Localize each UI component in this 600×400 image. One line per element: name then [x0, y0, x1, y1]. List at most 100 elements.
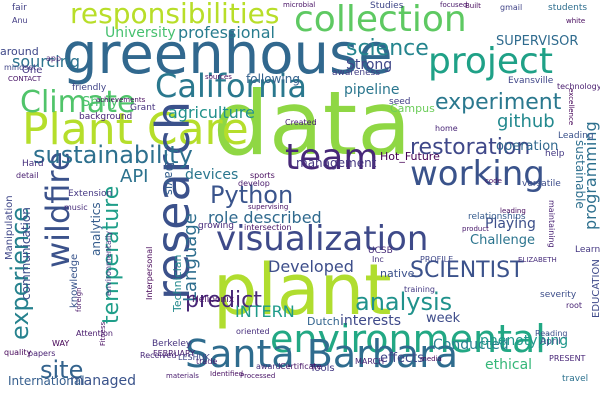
- cloud-word: ethical: [485, 357, 533, 373]
- cloud-word: github: [497, 111, 555, 132]
- cloud-word: Learning: [575, 245, 600, 255]
- cloud-word: PROFILE: [420, 255, 454, 264]
- cloud-word: analytics: [89, 202, 103, 256]
- cloud-word: Attention: [76, 329, 113, 338]
- cloud-word: Extension: [68, 189, 113, 199]
- cloud-word: excellence: [567, 88, 575, 126]
- cloud-word: white: [566, 17, 586, 25]
- cloud-word: sources: [205, 73, 232, 81]
- cloud-word: background: [79, 112, 133, 122]
- cloud-word: Leading: [558, 131, 594, 141]
- cloud-word: technology: [557, 82, 600, 91]
- cloud-word: California: [155, 67, 307, 105]
- cloud-word: Anu: [12, 16, 28, 25]
- cloud-word: SCIENTIST: [410, 258, 524, 283]
- cloud-word: Created: [285, 118, 317, 127]
- cloud-word: app: [46, 54, 62, 63]
- cloud-word: Built: [465, 2, 481, 10]
- cloud-word: operation: [496, 139, 559, 154]
- cloud-word: Python: [210, 181, 294, 209]
- cloud-word: site: [40, 356, 84, 384]
- cloud-word: develop: [238, 179, 270, 188]
- cloud-word: sustainability: [33, 141, 193, 169]
- cloud-word: predict: [185, 288, 262, 313]
- cloud-word: Berkeley: [152, 339, 192, 349]
- cloud-word: role described: [208, 208, 322, 227]
- cloud-word: help: [545, 149, 565, 159]
- cloud-word: Heliponix: [192, 295, 235, 305]
- cloud-word: mindset: [4, 63, 37, 72]
- cloud-word: materials: [166, 372, 199, 380]
- cloud-word: University: [105, 25, 176, 41]
- cloud-word: WAY: [52, 339, 70, 348]
- cloud-word: data: [213, 72, 412, 175]
- cloud-word: environmental: [270, 317, 546, 361]
- cloud-word: students: [548, 3, 588, 13]
- cloud-word: Received: [140, 351, 177, 360]
- cloud-word: following: [246, 72, 300, 86]
- cloud-word: project: [428, 41, 553, 82]
- cloud-word: friendly: [72, 83, 107, 93]
- cloud-word: Hard: [22, 159, 44, 169]
- cloud-word: Grant: [130, 103, 156, 113]
- cloud-word: native: [380, 267, 415, 280]
- cloud-word: trade: [196, 357, 218, 366]
- cloud-word: achievements: [96, 96, 146, 104]
- cloud-word: plant: [213, 249, 392, 331]
- cloud-word: week: [426, 311, 461, 326]
- cloud-word: detail: [16, 171, 39, 180]
- cloud-word: music: [64, 203, 88, 212]
- cloud-word: intersection: [244, 223, 292, 232]
- cloud-word: greenhouse: [62, 22, 393, 87]
- cloud-word: effects: [380, 351, 424, 366]
- cloud-word: interests: [340, 313, 402, 329]
- cloud-word: sports: [250, 171, 275, 180]
- cloud-word: around: [0, 45, 39, 58]
- cloud-word: agriculture: [168, 103, 255, 122]
- cloud-word: One: [22, 65, 43, 76]
- cloud-word: restoration: [410, 135, 531, 160]
- cloud-word: FEBRUARY: [153, 349, 195, 358]
- cloud-word: science: [346, 36, 429, 61]
- cloud-word: fair: [12, 3, 27, 13]
- cloud-word: awareness: [332, 68, 381, 78]
- cloud-word: growing: [198, 221, 234, 231]
- cloud-word: relationships: [468, 212, 526, 222]
- cloud-word: sustainable: [573, 140, 587, 209]
- cloud-word: devices: [185, 167, 239, 183]
- cloud-word: foreign: [75, 287, 83, 312]
- cloud-word: award: [256, 362, 281, 371]
- cloud-word: SUPERVISOR: [496, 34, 579, 49]
- cloud-word: severity: [540, 290, 577, 300]
- cloud-word: Evansville: [508, 76, 554, 86]
- cloud-word: Dutch: [307, 315, 340, 328]
- cloud-word: Campus: [390, 102, 435, 115]
- cloud-word: travel: [562, 374, 589, 384]
- cloud-word: managed: [70, 373, 137, 389]
- cloud-word: INTERN: [235, 302, 295, 321]
- cloud-word: Technician: [171, 254, 184, 312]
- cloud-word: team: [285, 137, 379, 178]
- cloud-word: microbial: [283, 1, 316, 9]
- cloud-word: professional: [178, 23, 275, 42]
- cloud-word: Certificate: [280, 362, 322, 371]
- cloud-word: analysis: [355, 288, 453, 316]
- cloud-word: UCSB: [368, 246, 393, 256]
- cloud-word: Manipulation: [4, 195, 15, 260]
- cloud-word: Climate: [20, 85, 136, 120]
- cloud-word: quality: [4, 348, 32, 357]
- cloud-word: leading: [500, 207, 526, 215]
- cloud-word: International: [8, 374, 85, 388]
- cloud-word: management: [296, 156, 377, 170]
- cloud-word: training: [404, 285, 435, 294]
- cloud-word: API: [120, 166, 149, 187]
- cloud-word: collection: [294, 0, 467, 40]
- cloud-word: Inc: [372, 255, 384, 264]
- cloud-word: maintaining: [547, 200, 556, 248]
- cloud-word: Developed: [268, 257, 354, 276]
- cloud-word: Challenge: [470, 233, 535, 248]
- cloud-word: Plant Care: [22, 104, 249, 155]
- cloud-word: Identified: [210, 370, 244, 378]
- cloud-word: Santa Barbara: [185, 332, 459, 376]
- cloud-word: Shiny: [82, 95, 119, 110]
